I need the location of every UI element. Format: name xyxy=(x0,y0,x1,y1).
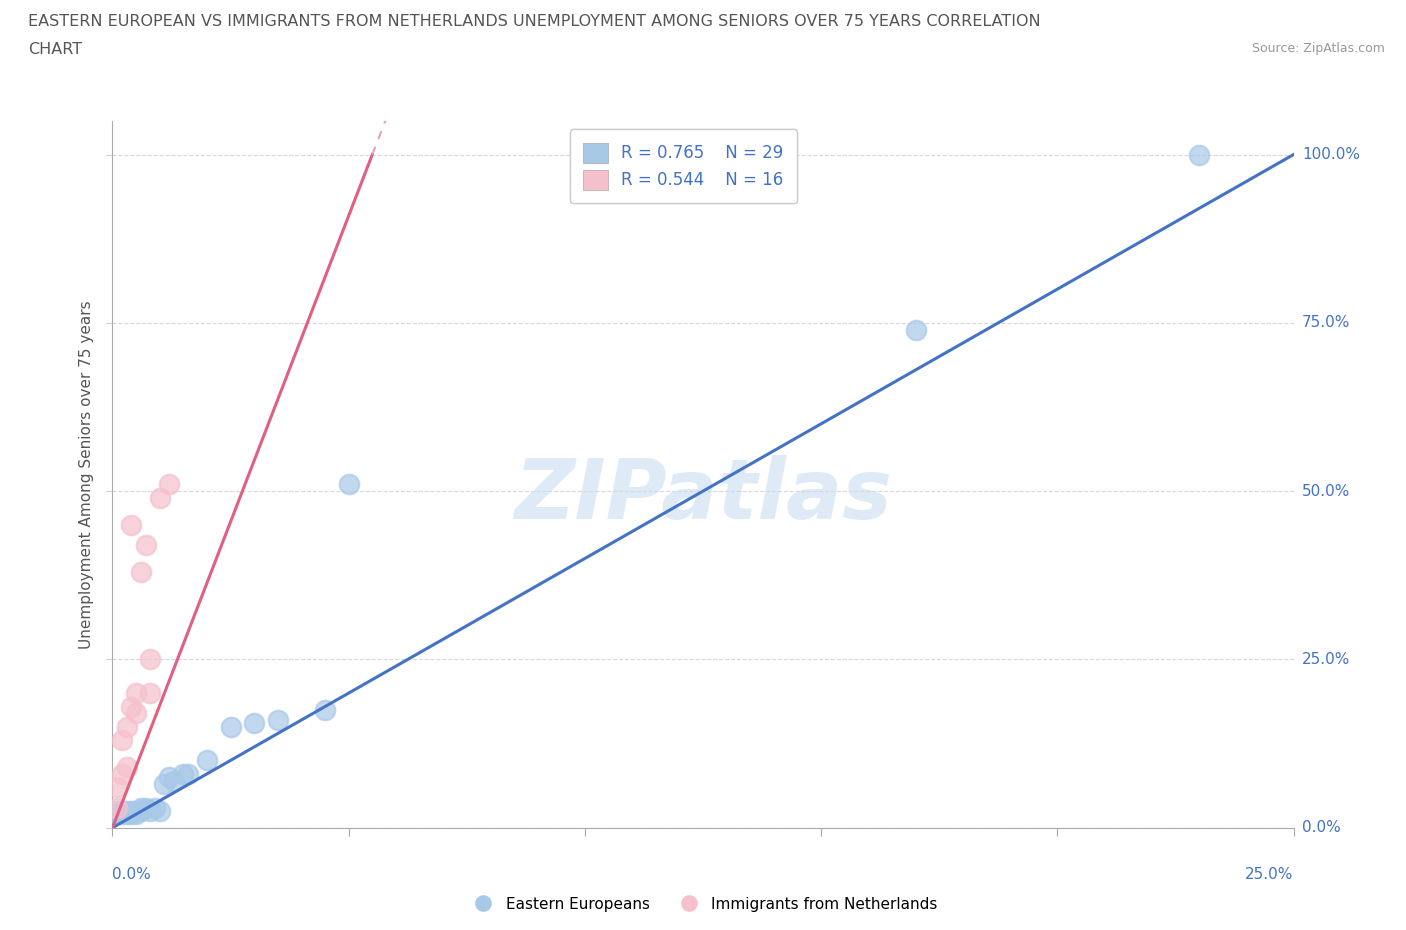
Point xyxy=(243,716,266,731)
Point xyxy=(129,804,152,818)
Point xyxy=(115,760,138,775)
Point xyxy=(115,804,138,818)
Point xyxy=(195,753,218,768)
Text: 0.0%: 0.0% xyxy=(112,867,152,882)
Legend: Eastern Europeans, Immigrants from Netherlands: Eastern Europeans, Immigrants from Nethe… xyxy=(463,891,943,918)
Point xyxy=(125,706,148,721)
Text: 50.0%: 50.0% xyxy=(1302,484,1350,498)
Text: 25.0%: 25.0% xyxy=(1302,652,1350,667)
Point xyxy=(120,517,142,532)
Point xyxy=(120,804,142,818)
Point xyxy=(105,804,128,818)
Point xyxy=(125,685,148,700)
Point xyxy=(111,804,134,818)
Point xyxy=(149,490,172,505)
Point xyxy=(120,807,142,822)
Point xyxy=(314,702,336,717)
Y-axis label: Unemployment Among Seniors over 75 years: Unemployment Among Seniors over 75 years xyxy=(79,300,94,648)
Point xyxy=(163,773,186,788)
Point xyxy=(157,770,180,785)
Point xyxy=(105,807,128,822)
Point xyxy=(172,766,194,781)
Point xyxy=(139,804,162,818)
Point xyxy=(337,477,360,492)
Point xyxy=(115,719,138,734)
Point xyxy=(139,652,162,667)
Point xyxy=(105,800,128,815)
Point xyxy=(267,712,290,727)
Text: 25.0%: 25.0% xyxy=(1246,867,1294,882)
Point xyxy=(125,804,148,818)
Point xyxy=(153,777,176,791)
Point xyxy=(129,565,152,579)
Point xyxy=(111,766,134,781)
Point xyxy=(115,807,138,822)
Point xyxy=(111,733,134,748)
Point xyxy=(125,807,148,822)
Point xyxy=(105,780,128,795)
Point xyxy=(120,699,142,714)
Point xyxy=(135,800,157,815)
Point xyxy=(143,800,166,815)
Point xyxy=(111,807,134,822)
Point xyxy=(1188,147,1211,162)
Text: Source: ZipAtlas.com: Source: ZipAtlas.com xyxy=(1251,42,1385,55)
Point xyxy=(904,322,927,337)
Text: 100.0%: 100.0% xyxy=(1302,147,1360,162)
Text: CHART: CHART xyxy=(28,42,82,57)
Text: 75.0%: 75.0% xyxy=(1302,315,1350,330)
Point xyxy=(177,766,200,781)
Point xyxy=(219,719,242,734)
Point xyxy=(135,538,157,552)
Point xyxy=(157,477,180,492)
Legend: R = 0.765    N = 29, R = 0.544    N = 16: R = 0.765 N = 29, R = 0.544 N = 16 xyxy=(569,129,797,204)
Text: ZIPatlas: ZIPatlas xyxy=(515,455,891,536)
Text: EASTERN EUROPEAN VS IMMIGRANTS FROM NETHERLANDS UNEMPLOYMENT AMONG SENIORS OVER : EASTERN EUROPEAN VS IMMIGRANTS FROM NETH… xyxy=(28,14,1040,29)
Point xyxy=(129,800,152,815)
Text: 0.0%: 0.0% xyxy=(1302,820,1340,835)
Point xyxy=(139,685,162,700)
Point xyxy=(149,804,172,818)
